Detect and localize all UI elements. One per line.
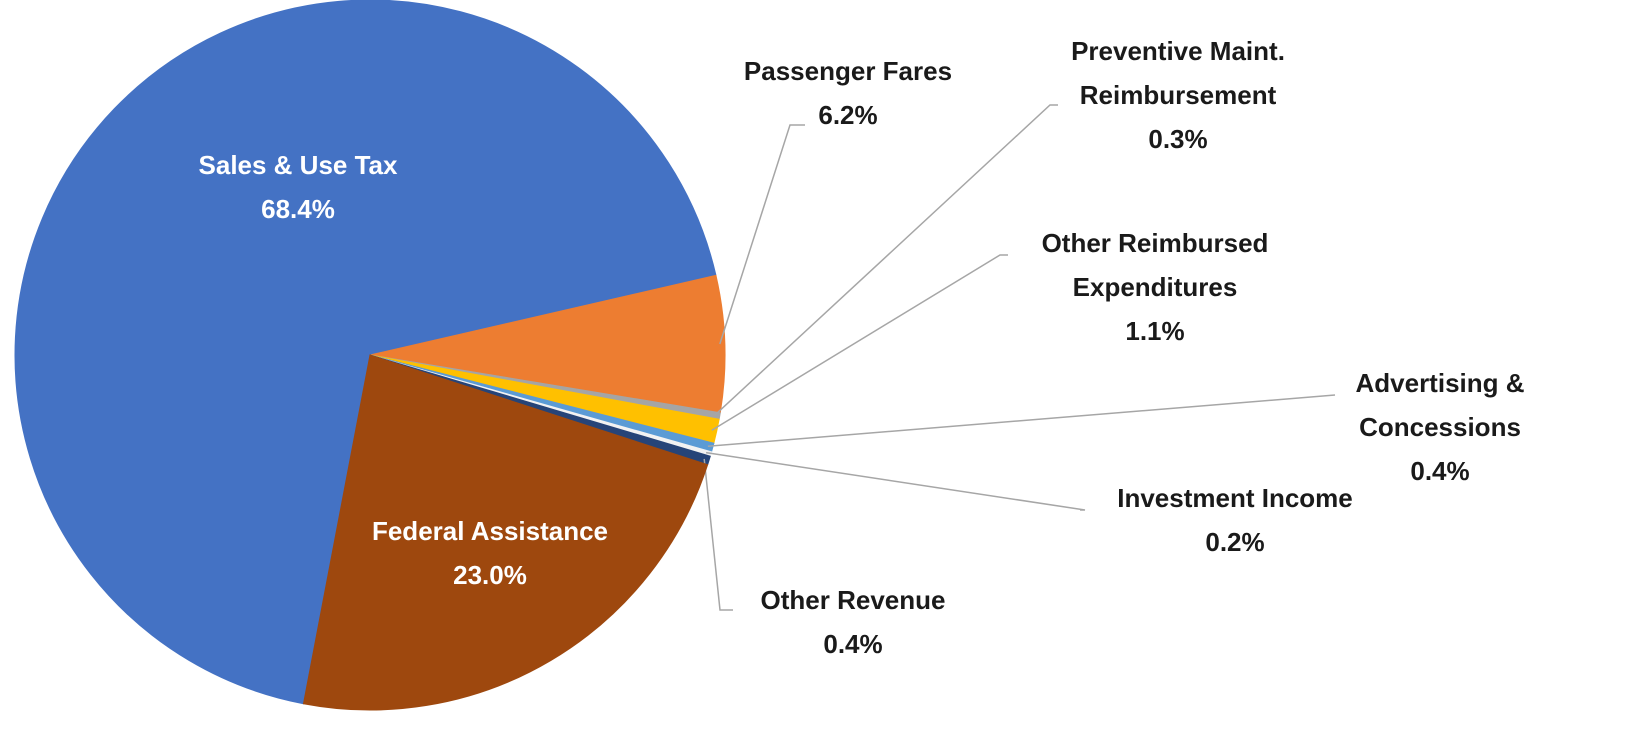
category-label: Advertising & Concessions: [1355, 368, 1524, 442]
value-label: 0.2%: [1205, 527, 1264, 557]
leader-line: [714, 104, 1058, 416]
leader-line: [719, 124, 805, 345]
value-label: 1.1%: [1125, 316, 1184, 346]
value-label: 6.2%: [818, 100, 877, 130]
pie-slice: [14, 0, 717, 705]
pie-slice: [302, 354, 709, 711]
value-label: 0.4%: [823, 629, 882, 659]
leader-line: [703, 458, 733, 611]
category-label: Federal Assistance: [372, 516, 608, 546]
value-label: 0.4%: [1410, 456, 1469, 486]
category-label: Preventive Maint. Reimbursement: [1071, 36, 1285, 110]
leader-line: [707, 394, 1336, 448]
category-label: Investment Income: [1117, 483, 1353, 513]
leader-line: [711, 254, 1008, 431]
category-label: Other Reimbursed Expenditures: [1042, 228, 1269, 302]
category-label: Other Revenue: [761, 585, 946, 615]
value-label: 23.0%: [453, 560, 527, 590]
category-label: Passenger Fares: [744, 56, 952, 86]
leader-line: [705, 451, 1086, 511]
value-label: 68.4%: [261, 194, 335, 224]
value-label: 0.3%: [1148, 124, 1207, 154]
category-label: Sales & Use Tax: [199, 150, 399, 180]
